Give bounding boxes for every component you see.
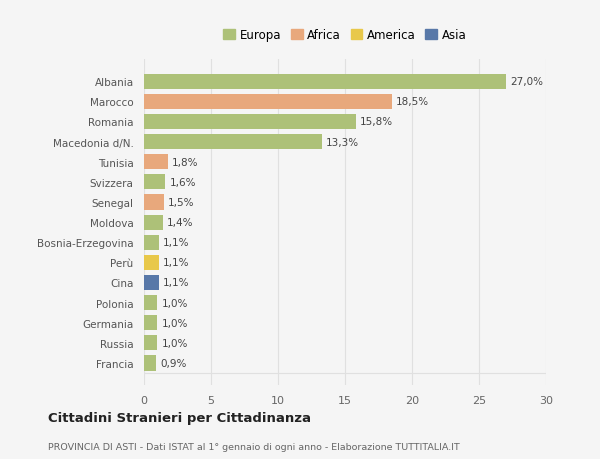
Text: 1,0%: 1,0%: [161, 318, 188, 328]
Text: 0,9%: 0,9%: [160, 358, 187, 368]
Bar: [144, 115, 356, 130]
Bar: [144, 336, 157, 351]
Text: 15,8%: 15,8%: [360, 117, 393, 127]
Bar: [144, 215, 163, 230]
Text: Cittadini Stranieri per Cittadinanza: Cittadini Stranieri per Cittadinanza: [48, 412, 311, 425]
Bar: [144, 135, 322, 150]
Text: 13,3%: 13,3%: [326, 137, 359, 147]
Bar: [144, 235, 159, 250]
Text: 1,1%: 1,1%: [163, 278, 189, 288]
Text: 1,1%: 1,1%: [163, 238, 189, 248]
Text: 1,4%: 1,4%: [167, 218, 193, 228]
Bar: [144, 255, 159, 270]
Bar: [144, 356, 156, 371]
Text: 1,1%: 1,1%: [163, 258, 189, 268]
Bar: [144, 155, 168, 170]
Text: 1,5%: 1,5%: [168, 197, 194, 207]
Text: 27,0%: 27,0%: [510, 77, 543, 87]
Bar: [144, 296, 157, 310]
Bar: [144, 95, 392, 110]
Text: 1,0%: 1,0%: [161, 298, 188, 308]
Text: 1,0%: 1,0%: [161, 338, 188, 348]
Bar: [144, 195, 164, 210]
Text: PROVINCIA DI ASTI - Dati ISTAT al 1° gennaio di ogni anno - Elaborazione TUTTITA: PROVINCIA DI ASTI - Dati ISTAT al 1° gen…: [48, 442, 460, 451]
Text: 1,6%: 1,6%: [169, 178, 196, 187]
Bar: [144, 74, 506, 90]
Bar: [144, 275, 159, 291]
Text: 1,8%: 1,8%: [172, 157, 199, 168]
Bar: [144, 175, 166, 190]
Bar: [144, 315, 157, 330]
Legend: Europa, Africa, America, Asia: Europa, Africa, America, Asia: [221, 27, 469, 44]
Text: 18,5%: 18,5%: [396, 97, 429, 107]
